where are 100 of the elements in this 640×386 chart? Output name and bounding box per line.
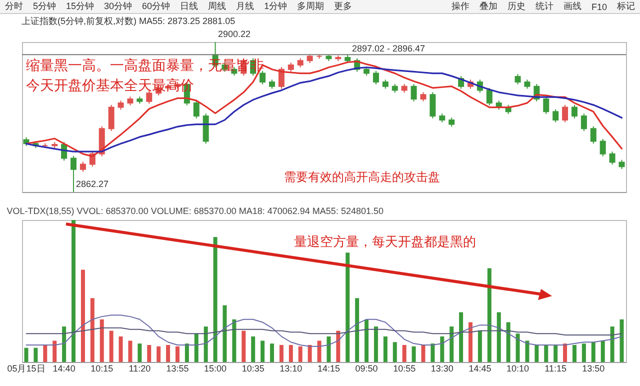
bar xyxy=(374,326,378,362)
x-tick-label: 14:15 xyxy=(317,364,340,374)
text: 日线 xyxy=(179,0,200,13)
x-tick-label: 14:45 xyxy=(468,364,492,374)
bar xyxy=(242,330,246,362)
bar xyxy=(346,252,350,362)
bar xyxy=(355,298,360,362)
bar xyxy=(487,268,492,362)
text: 叠加 xyxy=(478,0,498,13)
x-tick-label: 13:50 xyxy=(582,364,605,374)
text: 历史 xyxy=(506,0,526,13)
x-tick-label: 15:00 xyxy=(204,364,227,374)
candlestick xyxy=(118,100,124,110)
bar xyxy=(392,342,397,362)
text: 更多 xyxy=(333,0,354,13)
bar xyxy=(383,336,388,362)
bar xyxy=(260,340,265,362)
text: 标记 xyxy=(616,0,636,13)
bar xyxy=(128,340,132,362)
bar xyxy=(468,322,473,362)
bar xyxy=(251,336,256,362)
text: 画线 xyxy=(562,0,582,13)
bar xyxy=(496,312,501,362)
bar xyxy=(62,326,66,362)
candlestick xyxy=(297,58,304,68)
bar xyxy=(213,237,218,362)
bar xyxy=(430,344,435,362)
bar xyxy=(554,344,558,362)
bar xyxy=(204,326,208,362)
x-tick-label: 10:10 xyxy=(506,364,530,374)
candlestick xyxy=(580,113,587,132)
bar xyxy=(166,344,170,362)
candlestick xyxy=(430,92,436,119)
text: 1分钟 xyxy=(263,0,288,13)
x-tick-label: 13:55 xyxy=(166,364,189,374)
bar xyxy=(610,326,614,362)
candlestick xyxy=(269,79,276,90)
bar xyxy=(544,344,548,362)
bar xyxy=(147,344,152,362)
x-tick-label: 13:10 xyxy=(280,364,302,374)
bar xyxy=(412,346,416,362)
bar xyxy=(336,330,340,362)
candlestick xyxy=(524,79,530,90)
candlestick xyxy=(486,87,492,106)
bar xyxy=(308,344,312,362)
candlestick xyxy=(146,90,152,104)
bar xyxy=(118,336,123,362)
chart-title: VOL-TDX(18,55) VVOL: 685370.00 VOLUME: 685370.00 MA18: 470062.94 MA55: 524801.50 xyxy=(6,206,384,216)
text: 15分钟 xyxy=(65,0,96,13)
bar xyxy=(440,336,444,362)
bar xyxy=(326,336,331,362)
candlestick xyxy=(382,79,388,90)
bar xyxy=(156,346,161,362)
x-tick-label: 13:30 xyxy=(430,364,454,374)
bar xyxy=(421,344,426,362)
bar xyxy=(43,344,48,362)
bar xyxy=(582,344,586,362)
bar xyxy=(279,344,284,362)
annotation: 量退空方量，每天开盘都是黑的 xyxy=(294,234,476,249)
candlestick xyxy=(410,83,417,102)
bar xyxy=(138,344,142,362)
bar xyxy=(222,305,227,362)
annotation: 2862.27 xyxy=(76,179,109,189)
x-tick-label: 05月15日 xyxy=(7,364,46,374)
bar xyxy=(478,330,482,362)
text: 30分钟 xyxy=(103,0,134,13)
bar xyxy=(402,344,406,362)
text: 60分钟 xyxy=(141,0,172,13)
candlestick xyxy=(278,66,284,90)
text: 统计 xyxy=(534,0,554,13)
candlestick xyxy=(288,62,294,72)
candlestick xyxy=(562,104,568,123)
text: 操作 xyxy=(450,0,470,13)
bar xyxy=(90,298,94,362)
bar xyxy=(80,270,85,362)
candlestick xyxy=(372,70,379,85)
bar xyxy=(184,344,189,362)
text: 分时 xyxy=(4,0,24,13)
bar xyxy=(194,334,198,362)
bar xyxy=(506,322,510,362)
bar xyxy=(298,346,302,362)
text: 多周期 xyxy=(296,0,326,13)
bar xyxy=(24,348,28,362)
x-tick-label: 10:15 xyxy=(90,364,114,374)
candlestick xyxy=(420,92,426,102)
text: 5分钟 xyxy=(32,0,58,13)
bar xyxy=(109,330,114,362)
x-tick-label: 10:55 xyxy=(393,364,416,374)
text: 2900.22 xyxy=(218,29,251,39)
candlestick xyxy=(193,100,200,119)
bar xyxy=(572,344,576,362)
bar xyxy=(591,342,596,362)
bar xyxy=(100,319,104,362)
bar xyxy=(450,326,454,362)
x-tick-label: 10:35 xyxy=(242,364,264,374)
text: 周线 xyxy=(207,0,228,13)
bar xyxy=(459,312,464,362)
text: 月线 xyxy=(235,0,256,13)
bar xyxy=(317,340,322,362)
bar xyxy=(270,344,274,362)
